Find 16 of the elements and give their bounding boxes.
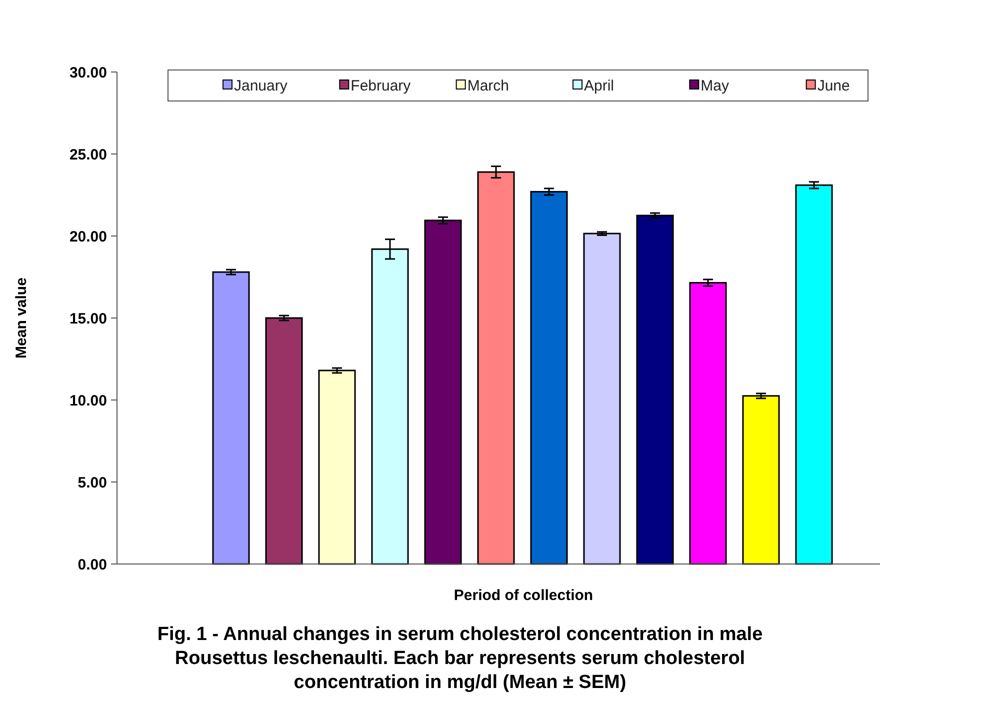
legend-label: March	[467, 77, 510, 94]
y-tick-label: 25.00	[69, 146, 107, 164]
legend-label: May	[700, 77, 730, 94]
text: Fig. 1 - Annual changes in serum cholesterol concentration in male Rousettus leschenaulti. Each bar represents serum cholesterol concentration in mg/dl (Mean ± SEM)	[157, 624, 763, 693]
y-axis-title: Mean value	[13, 278, 30, 358]
y-tick-label: 5.00	[78, 474, 107, 492]
legend-label: April	[584, 77, 614, 94]
y-tick-label: 10.00	[69, 392, 107, 410]
y-tick-label: 20.00	[69, 228, 107, 246]
legend-label: January	[234, 77, 288, 94]
legend-label: June	[817, 77, 850, 94]
legend-label: February	[350, 77, 412, 94]
x-axis-title: Period of collection	[454, 587, 594, 604]
y-tick-label: 0.00	[78, 556, 107, 574]
y-tick-label: 30.00	[69, 64, 107, 82]
y-tick-label: 15.00	[69, 310, 107, 328]
